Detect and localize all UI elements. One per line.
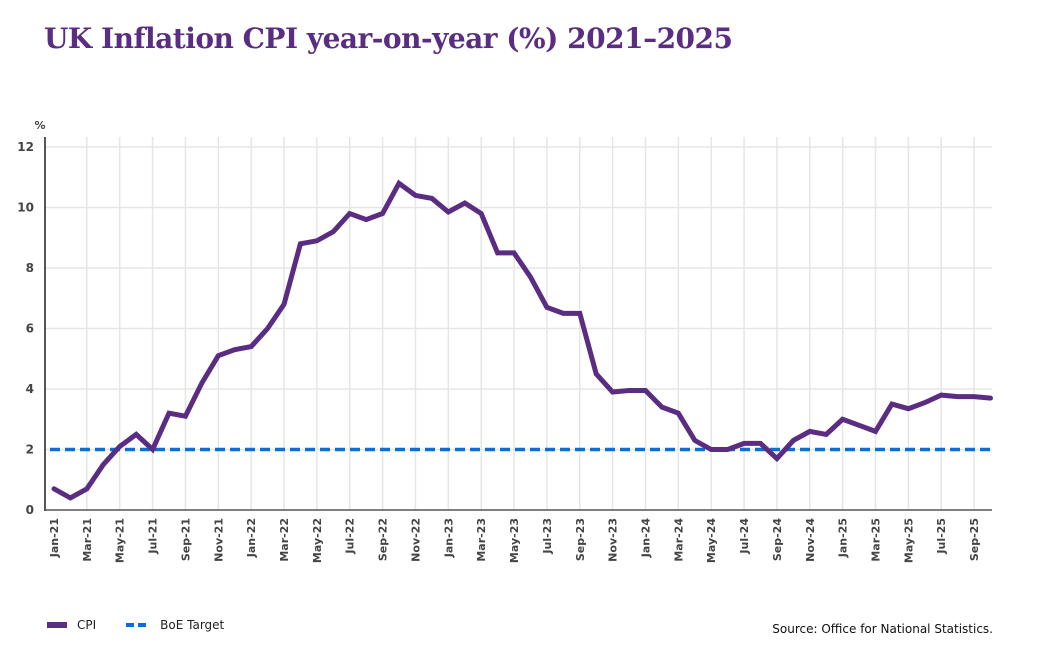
x-tick-label: May-23 [508,518,521,563]
boe-target-dashed-swatch-icon [126,623,147,627]
cpi-line [51,179,993,501]
x-tick-label: Mar-25 [870,518,883,562]
x-tick-label: Sep-22 [377,518,390,561]
chart-title: UK Inflation CPI year-on-year (%) 2021–2… [44,22,733,55]
x-tick-label: Jul-23 [541,518,554,555]
x-tick-label: Jan-25 [837,518,850,558]
y-tick-label: 6 [26,322,34,336]
x-tick-label: May-21 [114,518,127,563]
y-axis-unit-label: % [34,119,45,132]
x-tick-label: Mar-22 [278,518,291,562]
x-tick-label: Jan-23 [442,518,455,558]
x-tick-label: Jan-22 [245,518,258,558]
legend-boe-label: BoE Target [160,618,225,632]
x-tick-label: Jul-21 [147,518,160,555]
x-tick-label: May-22 [311,518,324,563]
x-tick-label: Sep-23 [574,518,587,561]
x-tick-label: Jan-24 [639,518,652,559]
y-tick-label: 12 [17,140,34,154]
x-tick-label: Sep-24 [771,518,784,561]
x-tick-label: Jul-25 [935,518,948,555]
x-tick-label: Nov-24 [804,518,817,562]
x-tick-label: May-24 [705,518,718,563]
x-tick-label: Jul-24 [738,518,751,555]
x-tick-label: Mar-23 [475,518,488,562]
y-tick-label: 2 [26,443,34,457]
y-tick-label: 10 [17,201,34,215]
legend: CPI BoE Target [47,618,254,632]
x-tick-label: Jan-21 [48,518,61,558]
x-tick-label: May-25 [902,518,915,563]
x-tick-label: Mar-24 [672,518,685,562]
x-tick-label: Nov-22 [409,518,422,562]
y-tick-label: 8 [26,261,34,275]
x-tick-label: Sep-21 [179,518,192,561]
y-tick-label: 4 [26,382,34,396]
legend-item-cpi: CPI [47,618,96,632]
x-tick-label: Sep-25 [968,518,981,561]
x-tick-label: Nov-21 [212,518,225,562]
y-tick-label: 0 [26,503,34,517]
x-tick-label: Jul-22 [344,518,357,555]
legend-cpi-label: CPI [77,618,97,632]
x-tick-label: Nov-23 [607,518,620,562]
source-note: Source: Office for National Statistics. [772,622,993,636]
x-tick-label: Mar-21 [81,518,94,562]
cpi-swatch-icon [47,622,67,628]
legend-item-boe-target: BoE Target [126,618,224,632]
